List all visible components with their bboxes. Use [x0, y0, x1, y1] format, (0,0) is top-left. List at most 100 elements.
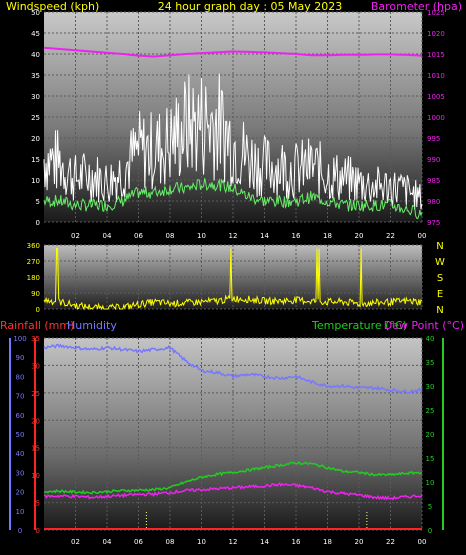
- rain-y-tick-label: 5: [36, 500, 40, 508]
- wind-x-tick-label: 16: [292, 232, 301, 240]
- temp-y-tick-label: 10: [426, 479, 435, 487]
- wind-y-tick-label: 0: [36, 219, 40, 227]
- wind-y-tick-label: 30: [31, 93, 40, 101]
- wind-panel-grid: [44, 11, 423, 223]
- temp-panel-axis-labels: 0102030405060708090100051015202530350510…: [13, 335, 434, 546]
- humidity-line: [43, 343, 423, 394]
- direction-y-tick-label: 180: [27, 274, 40, 282]
- baro-y-tick-label: 995: [427, 135, 440, 143]
- wind-x-tick-label: 04: [103, 232, 112, 240]
- wind-x-tick-label: 06: [134, 232, 143, 240]
- temp-x-tick-label: 04: [103, 538, 112, 546]
- dewpoint-axis-title: Dew Point (°C): [384, 319, 464, 332]
- direction-y-tick-label: 0: [36, 306, 40, 314]
- wind-y-tick-label: 15: [31, 156, 40, 164]
- temp-panel-grid: [9, 337, 444, 531]
- wind-y-tick-label: 10: [31, 177, 40, 185]
- baro-y-tick-label: 1020: [427, 30, 445, 38]
- wind-gust-line: [43, 73, 423, 210]
- direction-panel-grid: [44, 244, 423, 310]
- direction-y-tick-label: 270: [27, 258, 40, 266]
- temp-x-tick-label: 14: [260, 538, 269, 546]
- baro-y-tick-label: 990: [427, 156, 440, 164]
- temp-x-tick-label: 06: [134, 538, 143, 546]
- temp-panel-marks: [43, 343, 423, 530]
- temp-x-tick-label: 00: [418, 538, 427, 546]
- wind-average-line: [43, 178, 423, 220]
- wind-y-tick-label: 5: [36, 198, 40, 206]
- temp-y-tick-label: 40: [426, 335, 435, 343]
- wind-x-tick-label: 02: [71, 232, 80, 240]
- baro-y-tick-label: 1005: [427, 93, 445, 101]
- compass-label: W: [435, 257, 445, 268]
- baro-y-tick-label: 1025: [427, 9, 445, 17]
- wind-x-tick-label: 18: [323, 232, 332, 240]
- temp-y-tick-label: 0: [428, 527, 432, 535]
- direction-y-tick-label: 90: [31, 290, 40, 298]
- baro-y-tick-label: 1010: [427, 72, 445, 80]
- temp-x-tick-label: 18: [323, 538, 332, 546]
- temp-y-tick-label: 15: [426, 455, 435, 463]
- humidity-y-tick-label: 100: [13, 335, 26, 343]
- wind-y-tick-label: 35: [31, 72, 40, 80]
- temp-x-tick-label: 08: [166, 538, 175, 546]
- compass-label: N: [436, 305, 443, 316]
- baro-y-tick-label: 980: [427, 198, 440, 206]
- temperature-axis-title: Temperature (°C): [311, 319, 407, 332]
- temp-x-tick-label: 12: [229, 538, 238, 546]
- barometer-axis-title: Barometer (hpa): [371, 0, 462, 13]
- wind-y-tick-label: 45: [31, 30, 40, 38]
- temp-x-tick-label: 20: [355, 538, 364, 546]
- direction-panel-marks: [43, 248, 423, 311]
- rain-y-tick-label: 20: [31, 417, 40, 425]
- temp-y-tick-label: 20: [426, 431, 435, 439]
- wind-y-tick-label: 40: [31, 51, 40, 59]
- baro-y-tick-label: 975: [427, 219, 440, 227]
- humidity-y-tick-label: 90: [16, 354, 25, 362]
- wind-y-tick-label: 25: [31, 114, 40, 122]
- rain-y-tick-label: 10: [31, 472, 40, 480]
- humidity-y-tick-label: 20: [16, 489, 25, 497]
- wind-panel-axis-labels: 0510152025303540455097598098599099510001…: [31, 9, 445, 240]
- humidity-y-tick-label: 30: [16, 469, 25, 477]
- temp-x-tick-label: 02: [71, 538, 80, 546]
- compass-label: E: [437, 289, 443, 300]
- rain-y-tick-label: 30: [31, 362, 40, 370]
- compass-label: N: [436, 241, 443, 252]
- temperature-line: [43, 461, 423, 495]
- barometer-line: [43, 46, 423, 58]
- wind-x-tick-label: 22: [386, 232, 395, 240]
- humidity-y-tick-label: 80: [16, 373, 25, 381]
- humidity-y-tick-label: 0: [18, 527, 22, 535]
- rain-y-tick-label: 15: [31, 445, 40, 453]
- compass-label: S: [437, 273, 443, 284]
- wind-y-tick-label: 50: [31, 9, 40, 17]
- wind-x-tick-label: 20: [355, 232, 364, 240]
- temp-x-tick-label: 10: [197, 538, 206, 546]
- temp-x-tick-label: 22: [386, 538, 395, 546]
- wind-x-tick-label: 12: [229, 232, 238, 240]
- windspeed-axis-title: Windspeed (kph): [6, 0, 99, 13]
- wind-y-tick-label: 20: [31, 135, 40, 143]
- rain-y-tick-label: 25: [31, 390, 40, 398]
- rainfall-axis-title: Rainfall (mm): [0, 319, 74, 332]
- baro-y-tick-label: 1000: [427, 114, 445, 122]
- rain-y-tick-label: 0: [36, 527, 40, 535]
- humidity-y-tick-label: 40: [16, 450, 25, 458]
- humidity-y-tick-label: 60: [16, 412, 25, 420]
- temp-y-tick-label: 25: [426, 407, 435, 415]
- wind-x-tick-label: 14: [260, 232, 269, 240]
- direction-y-tick-label: 360: [27, 242, 40, 250]
- temp-y-tick-label: 35: [426, 359, 435, 367]
- humidity-y-tick-label: 10: [16, 508, 25, 516]
- humidity-y-tick-label: 50: [16, 431, 25, 439]
- temp-y-tick-label: 30: [426, 383, 435, 391]
- baro-y-tick-label: 1015: [427, 51, 445, 59]
- humidity-y-tick-label: 70: [16, 393, 25, 401]
- baro-y-tick-label: 985: [427, 177, 440, 185]
- chart-title: 24 hour graph day : 05 May 2023: [158, 0, 343, 13]
- dewpoint-line: [43, 482, 423, 501]
- wind-panel-marks: [43, 46, 423, 220]
